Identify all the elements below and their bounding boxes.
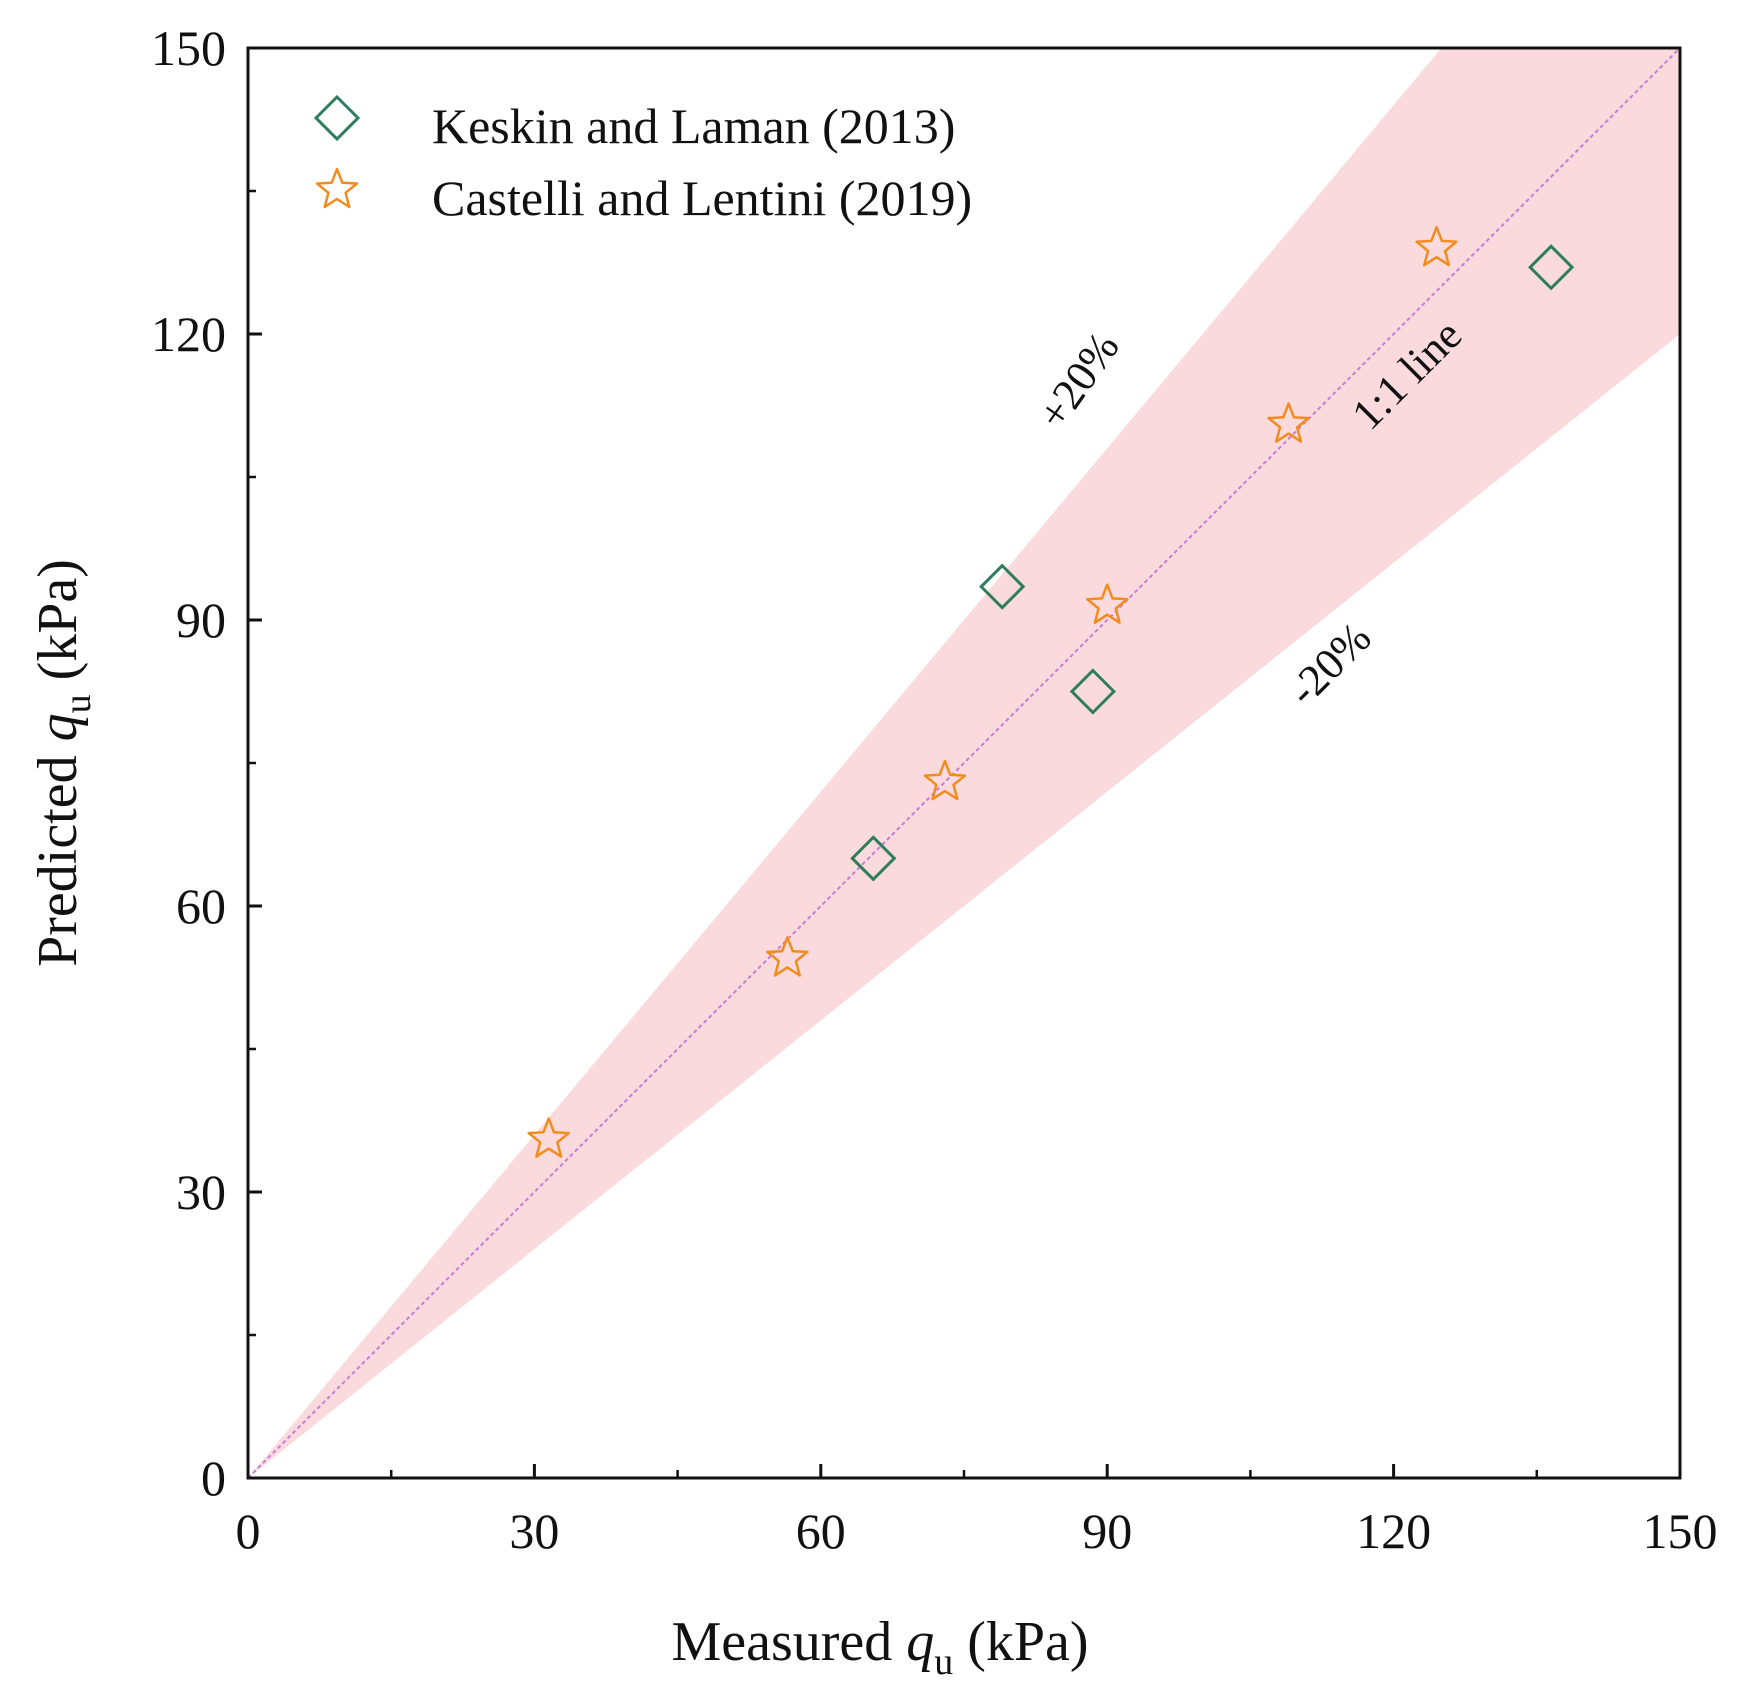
x-tick-label: 0 — [236, 1503, 261, 1559]
diamond-marker — [979, 563, 1026, 610]
y-tick-label: 0 — [201, 1450, 226, 1506]
y-tick-label: 30 — [176, 1164, 226, 1220]
legend-diamond-icon — [313, 94, 361, 142]
diamond-marker — [850, 835, 897, 882]
y-tick-label: 150 — [151, 20, 226, 76]
y-tick-label: 60 — [176, 878, 226, 934]
x-tick-label: 120 — [1356, 1503, 1431, 1559]
legend-star-icon — [315, 167, 359, 209]
one-to-one-line — [248, 48, 1680, 1478]
y-tick-label: 90 — [176, 592, 226, 648]
star-marker — [1085, 583, 1129, 624]
x-tick-label: 60 — [796, 1503, 846, 1559]
data-markers — [527, 225, 1575, 1158]
x-tick-label: 30 — [509, 1503, 559, 1559]
legend: Keskin and Laman (2013) Castelli and Len… — [313, 94, 972, 226]
x-tick-label: 150 — [1643, 1503, 1718, 1559]
legend-label-keskin: Keskin and Laman (2013) — [432, 98, 955, 154]
legend-marker-keskin — [313, 94, 361, 142]
y-tick-label: 120 — [151, 306, 226, 362]
y-axis-title: Predicted qu (kPa) — [27, 559, 99, 967]
diamond-marker — [1527, 244, 1575, 291]
y-axis: 0 30 60 90 120 150 — [151, 20, 262, 1506]
star-marker — [766, 936, 809, 977]
legend-label-castelli: Castelli and Lentini (2019) — [432, 170, 972, 226]
star-marker — [1267, 402, 1310, 443]
annotation-upper: +20% — [1028, 323, 1129, 438]
star-marker — [923, 759, 967, 801]
legend-marker-castelli — [315, 167, 359, 209]
x-axis: 0 30 60 90 120 150 — [236, 1464, 1718, 1559]
star-marker — [527, 1117, 570, 1158]
star-marker — [1415, 225, 1458, 267]
x-tick-label: 90 — [1082, 1503, 1132, 1559]
diamond-marker — [1069, 668, 1117, 715]
x-axis-title: Measured qu (kPa) — [671, 1611, 1088, 1683]
